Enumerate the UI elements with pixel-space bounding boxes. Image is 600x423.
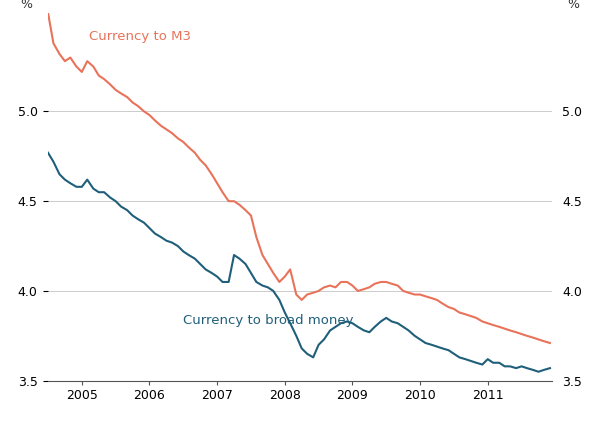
Text: Currency to M3: Currency to M3: [89, 30, 191, 43]
Text: Currency to broad money: Currency to broad money: [184, 314, 354, 327]
Text: %: %: [20, 0, 32, 11]
Text: %: %: [568, 0, 580, 11]
